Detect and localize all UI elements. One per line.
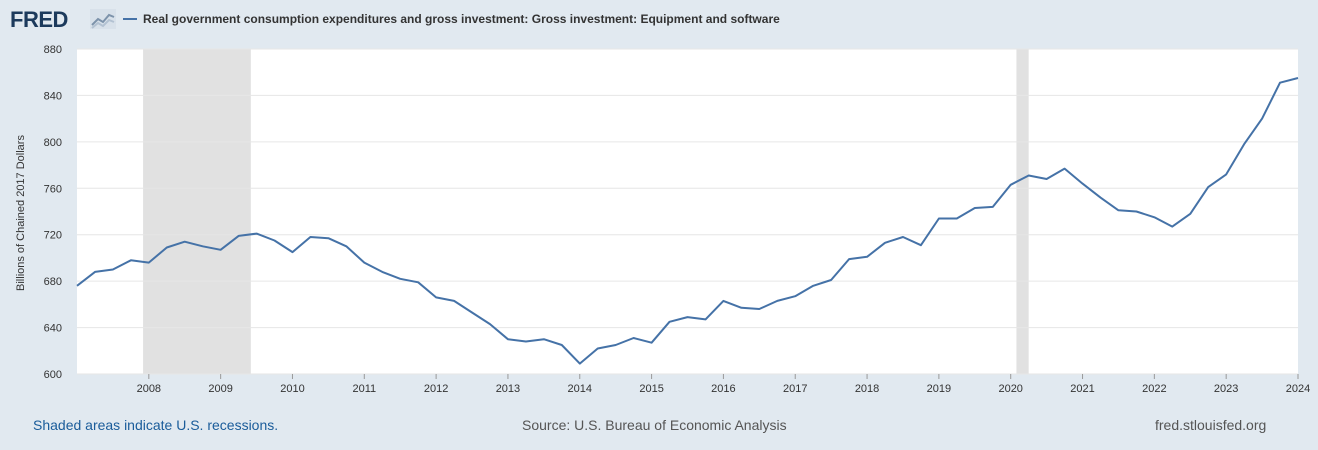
x-tick-label: 2021 xyxy=(1070,383,1094,395)
x-tick-label: 2019 xyxy=(927,383,951,395)
x-tick-label: 2009 xyxy=(208,383,232,395)
x-tick-label: 2008 xyxy=(137,383,161,395)
x-tick-label: 2022 xyxy=(1142,383,1166,395)
x-tick-label: 2016 xyxy=(711,383,735,395)
y-axis-label: Billions of Chained 2017 Dollars xyxy=(15,135,27,291)
x-tick-label: 2024 xyxy=(1286,383,1310,395)
recession-note[interactable]: Shaded areas indicate U.S. recessions. xyxy=(33,417,279,433)
legend-line-swatch xyxy=(123,18,137,20)
source-text: Source: U.S. Bureau of Economic Analysis xyxy=(522,417,787,433)
y-tick-label: 760 xyxy=(44,183,62,195)
x-tick-label: 2010 xyxy=(280,383,304,395)
x-tick-label: 2011 xyxy=(352,383,376,395)
series-line-0 xyxy=(76,77,1299,365)
line-chart: 600 640 680 720 760 800 840 880 2008 2009 2010 201… xyxy=(15,44,1310,395)
y-tick-label: 840 xyxy=(44,90,62,102)
plot-area xyxy=(77,49,1298,374)
recession-band-1 xyxy=(1016,49,1029,374)
x-tick-label: 2017 xyxy=(783,383,807,395)
recession-band-0 xyxy=(143,49,251,374)
recession-shading xyxy=(143,49,1029,374)
chart-header: FRED Real government consumption expendi… xyxy=(0,0,1318,40)
x-tick-label: 2020 xyxy=(998,383,1022,395)
y-tick-label: 640 xyxy=(44,323,62,335)
x-tick-label: 2023 xyxy=(1214,383,1238,395)
site-link[interactable]: fred.stlouisfed.org xyxy=(1155,417,1267,433)
x-tick-label: 2015 xyxy=(639,383,663,395)
y-tick-label: 600 xyxy=(44,369,62,381)
y-tick-label: 680 xyxy=(44,276,62,288)
x-axis-ticks: 2008 2009 2010 2011 2012 2013 2014 2015 2016 2017… xyxy=(137,374,1310,395)
x-tick-label: 2012 xyxy=(424,383,448,395)
x-tick-label: 2013 xyxy=(496,383,520,395)
x-tick-label: 2018 xyxy=(855,383,879,395)
fred-graph-icon xyxy=(90,9,116,29)
y-axis-ticks: 600 640 680 720 760 800 840 880 xyxy=(44,44,62,381)
x-tick-label: 2014 xyxy=(568,383,592,395)
legend-series-title: Real government consumption expenditures… xyxy=(143,12,780,26)
fred-logo[interactable]: FRED xyxy=(10,7,68,32)
y-tick-label: 720 xyxy=(44,230,62,242)
gridlines xyxy=(77,48,1298,375)
y-tick-label: 880 xyxy=(44,44,62,56)
series-layer xyxy=(76,77,1299,365)
y-tick-label: 800 xyxy=(44,137,62,149)
